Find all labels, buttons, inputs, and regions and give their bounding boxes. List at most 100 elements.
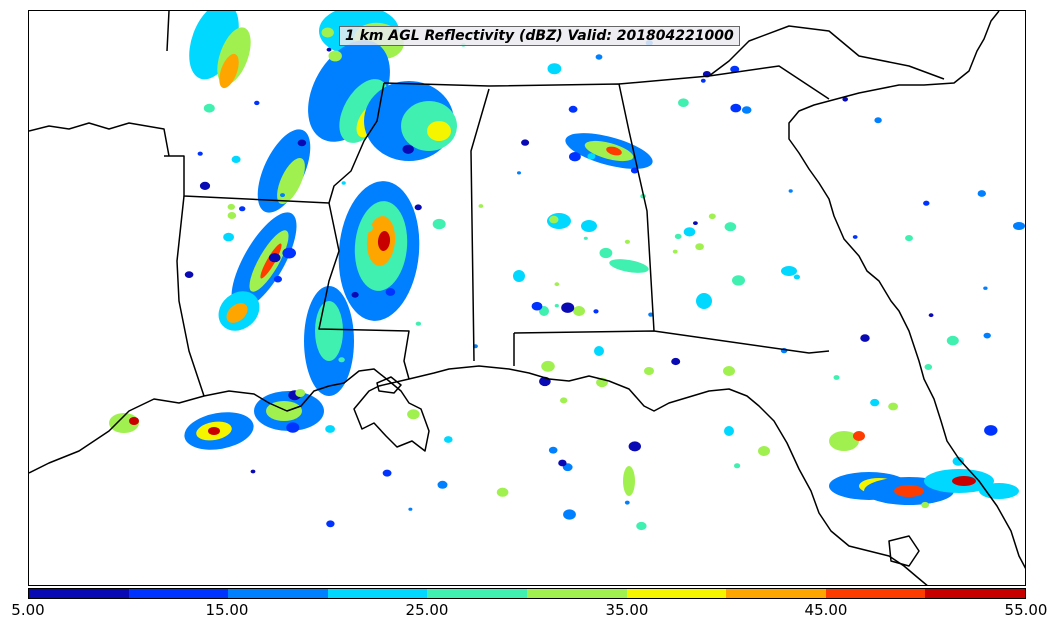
reflectivity-echo: [203, 103, 215, 113]
reflectivity-echo: [874, 117, 882, 124]
colorbar-tick-label: 5.00: [11, 601, 45, 619]
reflectivity-echo: [227, 203, 235, 210]
reflectivity-echo: [227, 212, 237, 219]
reflectivity-echo: [734, 463, 741, 469]
reflectivity-echo: [362, 223, 373, 233]
colorbar-segment: [427, 589, 527, 598]
reflectivity-echo: [407, 409, 420, 420]
reflectivity-echo: [609, 259, 649, 273]
reflectivity-echo: [563, 509, 576, 520]
state-border: [488, 83, 655, 332]
reflectivity-echo: [606, 146, 622, 156]
state-border: [318, 202, 410, 380]
reflectivity-echo: [599, 247, 613, 259]
reflectivity-echo: [678, 98, 689, 107]
reflectivity-echo: [708, 213, 716, 220]
reflectivity-echo: [1013, 222, 1025, 230]
colorbar-tick-label: 25.00: [405, 601, 449, 619]
colorbar-tick-label: 35.00: [605, 601, 649, 619]
reflectivity-echo: [842, 97, 848, 102]
reflectivity-echo: [226, 303, 248, 323]
reflectivity-echo: [558, 459, 567, 467]
colorbar-segment: [726, 589, 826, 598]
reflectivity-echo: [984, 425, 998, 436]
reflectivity-echo: [415, 321, 422, 326]
state-border: [513, 330, 830, 354]
reflectivity-echo: [983, 286, 988, 290]
reflectivity-echo: [219, 53, 239, 89]
reflectivity-echo: [273, 275, 282, 283]
state-border: [164, 155, 330, 204]
reflectivity-echo: [628, 441, 641, 452]
reflectivity-echo: [983, 332, 991, 339]
reflectivity-echo: [326, 520, 335, 528]
reflectivity-echo: [723, 366, 735, 376]
reflectivity-echo: [793, 274, 801, 280]
reflectivity-echo: [788, 189, 793, 193]
reflectivity-echo: [321, 27, 334, 38]
reflectivity-echo: [671, 357, 681, 366]
reflectivity-echo: [724, 222, 737, 232]
reflectivity-echo: [573, 306, 585, 316]
reflectivity-echo: [326, 47, 332, 52]
reflectivity-echo: [624, 239, 631, 244]
reflectivity-echo: [644, 367, 654, 375]
reflectivity-echo: [569, 152, 581, 162]
colorbar-tick-label: 45.00: [804, 601, 848, 619]
reflectivity-echo: [946, 335, 959, 346]
reflectivity-echo: [593, 309, 599, 314]
reflectivity-echo: [696, 293, 712, 309]
colorbar-segment: [626, 589, 727, 598]
reflectivity-echo: [184, 271, 194, 278]
reflectivity-echo: [693, 221, 698, 226]
reflectivity-echo: [870, 398, 880, 407]
reflectivity-echo: [781, 266, 797, 276]
reflectivity-echo: [444, 436, 453, 443]
colorbar-tick-label: 55.00: [1004, 601, 1048, 619]
reflectivity-echo: [672, 249, 678, 254]
reflectivity-echo: [295, 389, 306, 397]
reflectivity-echo: [351, 291, 359, 298]
state-border: [166, 11, 490, 87]
reflectivity-echo: [581, 220, 597, 232]
reflectivity-echo: [208, 427, 220, 435]
reflectivity-echo: [328, 50, 342, 62]
reflectivity-echo: [250, 469, 256, 474]
colorbar-segment: [925, 589, 1025, 598]
reflectivity-echo: [683, 227, 696, 237]
state-border: [176, 195, 205, 397]
reflectivity-echo: [905, 235, 913, 242]
reflectivity-echo: [315, 301, 343, 361]
reflectivity-echo: [924, 364, 933, 370]
reflectivity-echo: [888, 402, 898, 411]
reflectivity-echo: [286, 422, 300, 433]
reflectivity-echo: [568, 105, 578, 113]
reflectivity-echo: [257, 129, 311, 213]
reflectivity-echo: [952, 456, 964, 466]
reflectivity-echo: [382, 469, 392, 477]
reflectivity-echo: [297, 139, 307, 147]
state-border: [29, 122, 170, 157]
reflectivity-echo: [732, 275, 745, 286]
map-panel: 1 km AGL Reflectivity (dBZ) Valid: 20180…: [28, 10, 1026, 586]
reflectivity-echo: [560, 397, 568, 404]
reflectivity-echo: [231, 155, 241, 163]
colorbar-segment: [228, 589, 328, 598]
reflectivity-echo: [338, 357, 345, 363]
reflectivity-echo: [385, 288, 396, 296]
reflectivity-echo: [517, 171, 521, 175]
reflectivity-echo: [741, 106, 752, 114]
reflectivity-echo: [432, 218, 446, 230]
reflectivity-echo: [282, 247, 296, 259]
colorbar-segment: [825, 589, 926, 598]
colorbar-tick-label: 15.00: [205, 601, 249, 619]
reflectivity-echo: [341, 181, 346, 185]
reflectivity-echo: [513, 270, 525, 282]
reflectivity-echo: [325, 425, 335, 433]
reflectivity-echo: [496, 487, 509, 497]
map-title: 1 km AGL Reflectivity (dBZ) Valid: 20180…: [339, 26, 740, 46]
reflectivity-echo: [521, 139, 530, 146]
reflectivity-map: [29, 11, 1025, 585]
reflectivity-echo: [833, 375, 840, 380]
reflectivity-echo: [254, 100, 260, 106]
